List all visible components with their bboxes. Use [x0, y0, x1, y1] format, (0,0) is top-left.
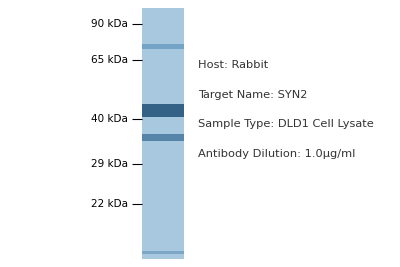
Bar: [142, 251, 184, 254]
Text: 40 kDa: 40 kDa: [91, 114, 128, 124]
Text: 65 kDa: 65 kDa: [91, 55, 128, 65]
Text: Host: Rabbit: Host: Rabbit: [198, 60, 268, 70]
Text: Sample Type: DLD1 Cell Lysate: Sample Type: DLD1 Cell Lysate: [198, 119, 374, 129]
Text: Target Name: SYN2: Target Name: SYN2: [198, 90, 307, 100]
Bar: [142, 8, 184, 259]
Bar: [142, 104, 184, 117]
Text: 22 kDa: 22 kDa: [91, 199, 128, 209]
Bar: [142, 44, 184, 49]
Bar: [142, 134, 184, 141]
Text: 90 kDa: 90 kDa: [91, 19, 128, 29]
Text: Antibody Dilution: 1.0μg/ml: Antibody Dilution: 1.0μg/ml: [198, 148, 355, 159]
Text: 29 kDa: 29 kDa: [91, 159, 128, 169]
